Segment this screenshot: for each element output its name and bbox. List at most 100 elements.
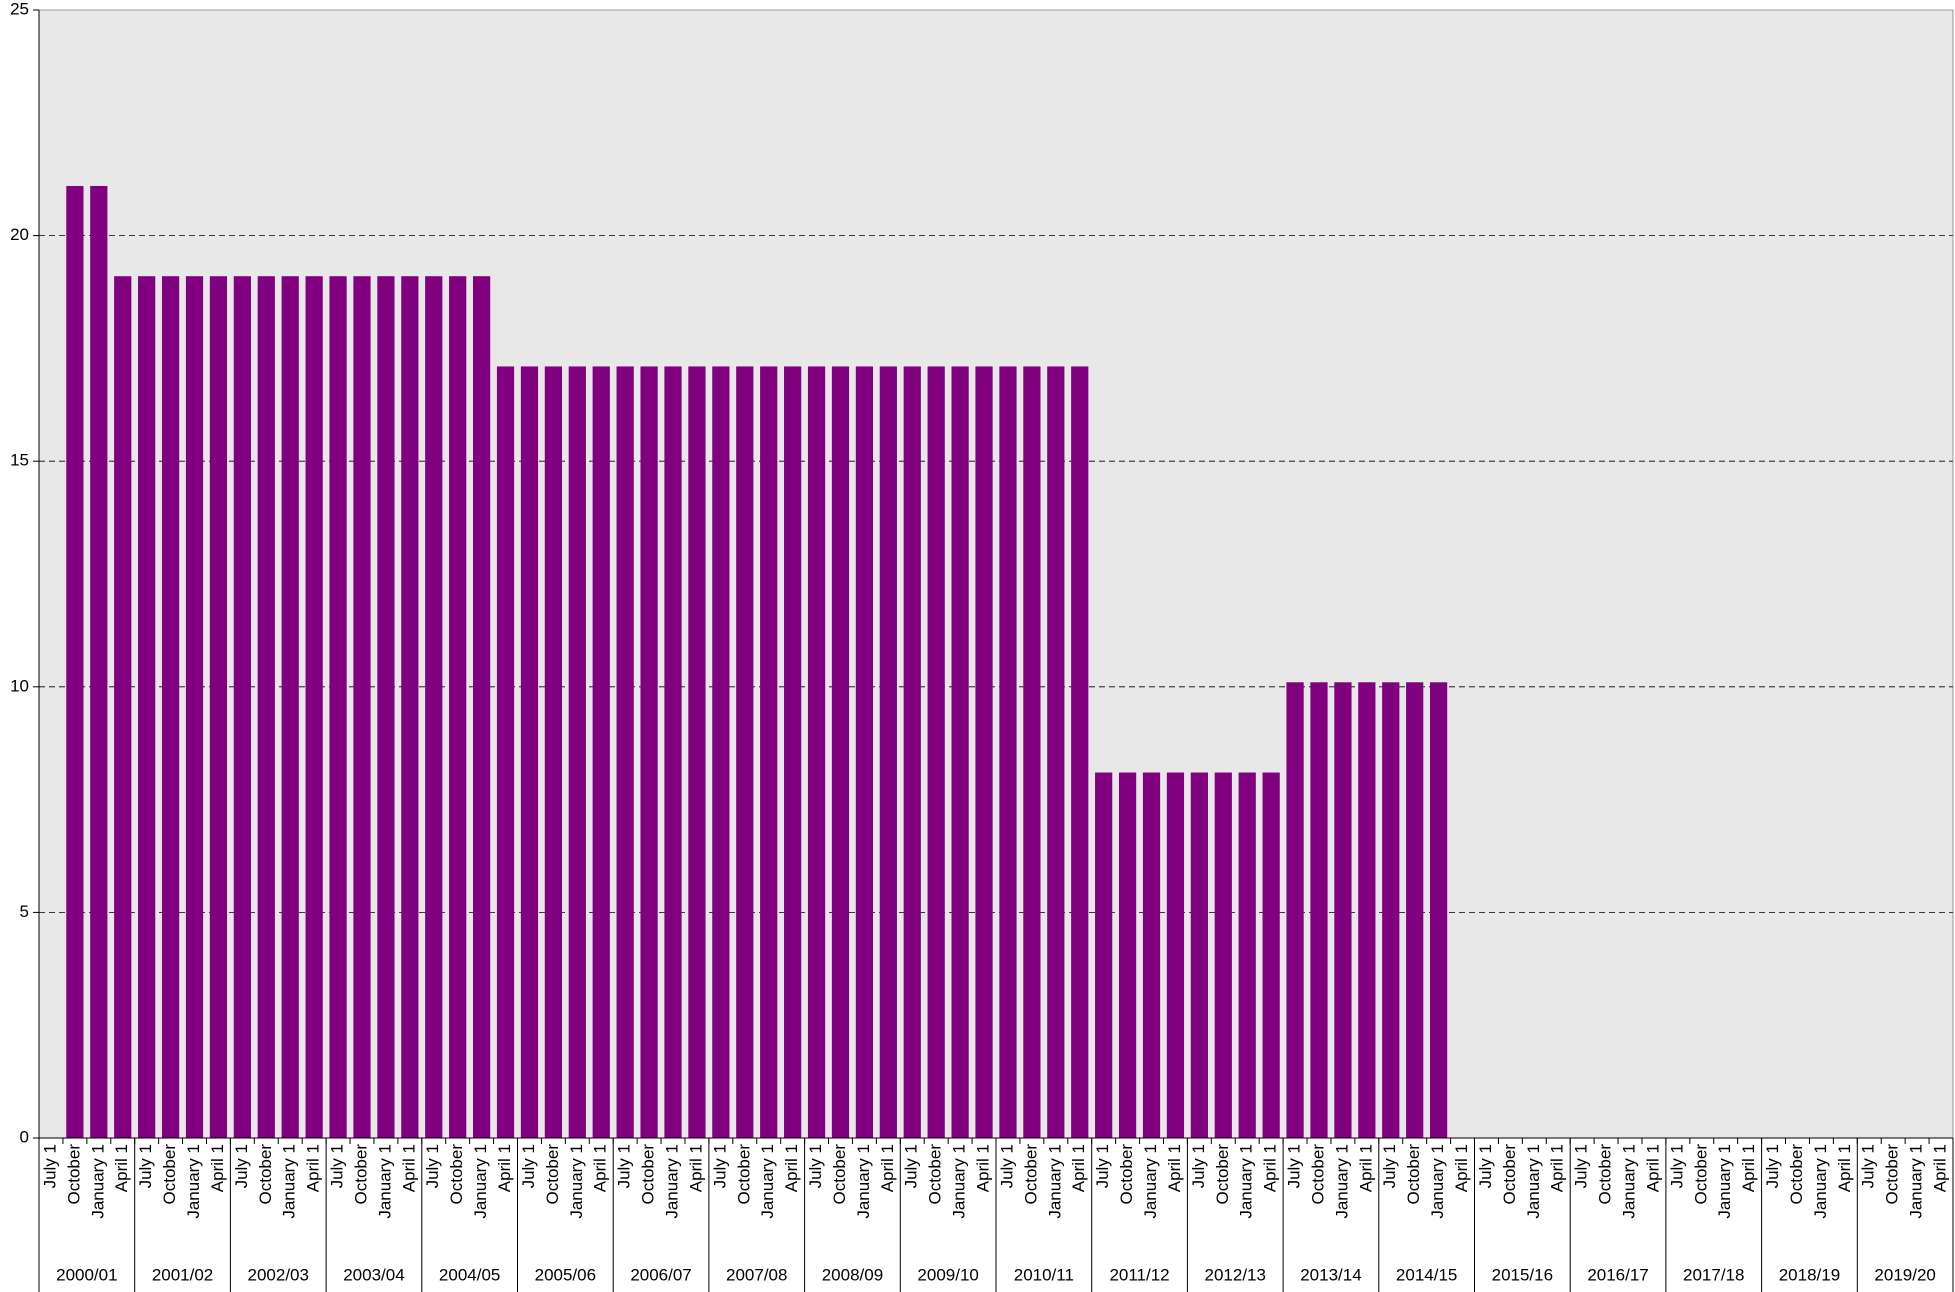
- x-tick-label: October: [1021, 1144, 1040, 1205]
- x-tick-label: April 1: [686, 1144, 705, 1192]
- bar: [1118, 772, 1137, 1138]
- bar: [114, 276, 132, 1138]
- x-tick-label: January 1: [1524, 1144, 1543, 1219]
- x-tick-label: January 1: [662, 1144, 681, 1219]
- group-label: 2005/06: [535, 1265, 596, 1284]
- x-tick-label: January 1: [1907, 1144, 1926, 1219]
- bar: [1095, 772, 1113, 1138]
- group-label: 2015/16: [1492, 1265, 1553, 1284]
- group-label: 2000/01: [56, 1265, 117, 1284]
- x-tick-label: October: [734, 1144, 753, 1205]
- x-tick-label: October: [1500, 1144, 1519, 1205]
- bar: [640, 366, 658, 1138]
- x-tick-label: January 1: [375, 1144, 394, 1219]
- x-tick-label: October: [1596, 1144, 1615, 1205]
- x-tick-label: April 1: [208, 1144, 227, 1192]
- x-tick-label: April 1: [112, 1144, 131, 1192]
- bar: [592, 366, 610, 1138]
- bar: [1047, 366, 1065, 1138]
- group-label: 2008/09: [822, 1265, 883, 1284]
- x-tick-label: January 1: [184, 1144, 203, 1219]
- x-tick-label: January 1: [1141, 1144, 1160, 1219]
- x-tick-label: January 1: [854, 1144, 873, 1219]
- bar: [831, 366, 850, 1138]
- x-tick-label: October: [1787, 1144, 1806, 1205]
- group-label: 2002/03: [248, 1265, 309, 1284]
- y-tick-label: 0: [20, 1127, 29, 1146]
- bar: [855, 366, 874, 1138]
- x-tick-label: January 1: [1428, 1144, 1447, 1219]
- bar: [807, 366, 826, 1138]
- x-tick-label: July 1: [710, 1144, 729, 1188]
- x-tick-label: January 1: [1619, 1144, 1638, 1219]
- bar: [784, 366, 802, 1138]
- bar: [1286, 682, 1304, 1138]
- x-tick-label: January 1: [471, 1144, 490, 1219]
- x-tick-label: October: [830, 1144, 849, 1205]
- bar: [927, 366, 945, 1138]
- x-tick-label: July 1: [136, 1144, 155, 1188]
- x-tick-label: July 1: [615, 1144, 634, 1188]
- x-tick-label: July 1: [1859, 1144, 1878, 1188]
- x-tick-label: July 1: [997, 1144, 1016, 1188]
- y-tick-label: 5: [20, 902, 29, 921]
- x-tick-label: January 1: [1045, 1144, 1064, 1219]
- x-tick-label: April 1: [495, 1144, 514, 1192]
- bar: [353, 276, 371, 1138]
- bar: [616, 366, 634, 1138]
- x-tick-label: July 1: [1093, 1144, 1112, 1188]
- bar: [1071, 366, 1089, 1138]
- x-tick-label: July 1: [40, 1144, 59, 1188]
- x-tick-label: July 1: [902, 1144, 921, 1188]
- x-tick-label: July 1: [328, 1144, 347, 1188]
- bar: [1382, 682, 1400, 1138]
- bar: [377, 276, 395, 1138]
- x-tick-label: July 1: [519, 1144, 538, 1188]
- x-tick-label: July 1: [1380, 1144, 1399, 1188]
- bar: [1190, 772, 1208, 1138]
- group-label: 2018/19: [1779, 1265, 1840, 1284]
- bar: [736, 366, 754, 1138]
- bar: [544, 366, 563, 1138]
- x-tick-label: October: [1691, 1144, 1710, 1205]
- bar: [1406, 682, 1424, 1138]
- x-tick-label: October: [447, 1144, 466, 1205]
- bar: [1334, 682, 1352, 1138]
- bar: [1238, 772, 1256, 1138]
- x-tick-label: October: [1117, 1144, 1136, 1205]
- bar: [449, 276, 467, 1138]
- group-label: 2009/10: [917, 1265, 978, 1284]
- bar: [401, 276, 419, 1138]
- group-label: 2003/04: [343, 1265, 404, 1284]
- group-label: 2016/17: [1587, 1265, 1648, 1284]
- x-tick-label: October: [543, 1144, 562, 1205]
- x-tick-label: July 1: [1572, 1144, 1591, 1188]
- x-tick-label: April 1: [1548, 1144, 1567, 1192]
- y-tick-label: 15: [10, 451, 29, 470]
- bar: [1429, 682, 1448, 1138]
- bar: [329, 276, 347, 1138]
- bar: [185, 276, 204, 1138]
- bar: [903, 366, 921, 1138]
- x-tick-label: April 1: [1739, 1144, 1758, 1192]
- bar: [1142, 772, 1161, 1138]
- bar: [999, 366, 1017, 1138]
- bar: [425, 276, 443, 1138]
- x-tick-label: April 1: [1069, 1144, 1088, 1192]
- bar: [1358, 682, 1376, 1138]
- x-tick-label: April 1: [782, 1144, 801, 1192]
- bar: [1166, 772, 1185, 1138]
- x-tick-label: April 1: [1356, 1144, 1375, 1192]
- x-tick-label: January 1: [950, 1144, 969, 1219]
- x-tick-label: April 1: [1261, 1144, 1280, 1192]
- bar: [496, 366, 515, 1138]
- bar: [951, 366, 969, 1138]
- bar: [688, 366, 706, 1138]
- y-tick-label: 25: [10, 0, 29, 18]
- group-label: 2019/20: [1874, 1265, 1935, 1284]
- x-tick-label: January 1: [88, 1144, 107, 1219]
- group-label: 2001/02: [152, 1265, 213, 1284]
- x-tick-label: January 1: [280, 1144, 299, 1219]
- y-tick-label: 10: [10, 676, 29, 695]
